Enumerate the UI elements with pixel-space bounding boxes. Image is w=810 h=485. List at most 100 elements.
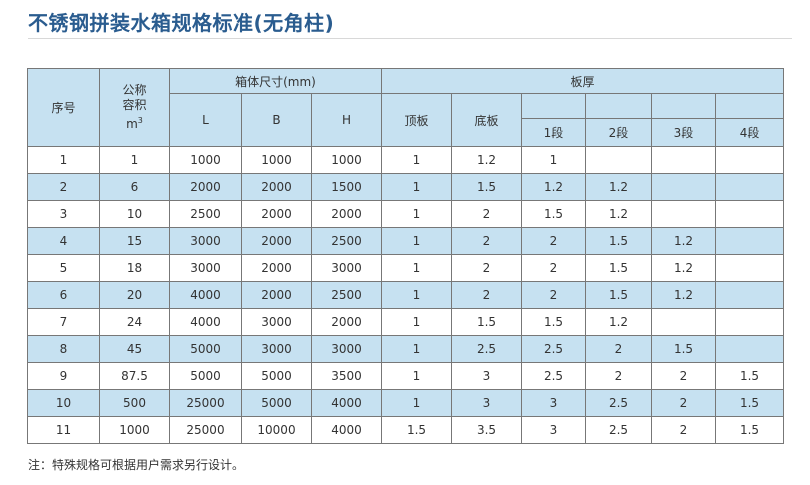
- cell-seq: 9: [27, 362, 100, 390]
- col-group-thickness: 板厚: [380, 68, 785, 94]
- cell-bottom-plate: 2: [451, 227, 522, 255]
- cell-L: 1000: [169, 146, 242, 174]
- cell-seq: 5: [27, 254, 100, 282]
- cell-top-plate: 1: [381, 362, 452, 390]
- cell-top-plate: 1: [381, 227, 452, 255]
- cell-H: 2500: [311, 281, 382, 309]
- cell-seg1: 1.5: [521, 308, 586, 336]
- cell-B: 2000: [241, 200, 312, 228]
- cell-L: 5000: [169, 362, 242, 390]
- table-row: 4 15 3000 2000 2500 1 2 2 1.5 1.2: [27, 227, 785, 255]
- blank-header-cell: [651, 93, 716, 119]
- cell-seg4: 1.5: [714, 362, 785, 390]
- cell-B: 2000: [241, 281, 312, 309]
- cell-seg3: [651, 146, 716, 174]
- cell-seg4: [714, 254, 785, 282]
- cell-H: 1500: [311, 173, 382, 201]
- cell-top-plate: 1: [381, 200, 452, 228]
- footnote: 注：特殊规格可根据用户需求另行设计。: [28, 458, 245, 472]
- cell-volume: 20: [99, 281, 170, 309]
- cell-seg2: 2: [585, 362, 652, 390]
- cell-L: 4000: [169, 281, 242, 309]
- cell-seg4: [714, 281, 785, 309]
- cell-L: 3000: [169, 254, 242, 282]
- cell-seg2: 1.2: [585, 200, 652, 228]
- cell-H: 2000: [311, 200, 382, 228]
- cell-volume: 18: [99, 254, 170, 282]
- cell-L: 25000: [169, 389, 242, 417]
- col-header-seg1: 1段: [521, 118, 586, 147]
- cell-bottom-plate: 2.5: [451, 335, 522, 363]
- cell-seg4: [714, 146, 785, 174]
- cell-seg2: 2: [585, 335, 652, 363]
- cell-L: 3000: [169, 227, 242, 255]
- col-header-B: B: [241, 93, 312, 147]
- cell-top-plate: 1.5: [381, 416, 452, 444]
- col-header-volume: 公称 容积 m3: [99, 68, 170, 147]
- volume-unit-base: m: [126, 117, 138, 131]
- table-row: 7 24 4000 3000 2000 1 1.5 1.5 1.2: [27, 308, 785, 336]
- cell-seg4: [714, 200, 785, 228]
- cell-seg2: 1.5: [585, 281, 652, 309]
- table-row: 9 87.5 5000 5000 3500 1 3 2.5 2 2 1.5: [27, 362, 785, 390]
- cell-H: 2000: [311, 308, 382, 336]
- cell-seq: 1: [27, 146, 100, 174]
- col-group-dimensions: 箱体尺寸(mm): [169, 68, 382, 94]
- cell-seq: 4: [27, 227, 100, 255]
- cell-B: 5000: [241, 362, 312, 390]
- cell-seg3: 2: [651, 416, 716, 444]
- cell-B: 2000: [241, 254, 312, 282]
- cell-seq: 6: [27, 281, 100, 309]
- cell-bottom-plate: 3: [451, 389, 522, 417]
- cell-seg4: [714, 173, 785, 201]
- spec-table: 序号 公称 容积 m3 箱体尺寸(mm) 板厚 L B H 顶板 底板 1段: [27, 68, 785, 444]
- cell-seg3: [651, 173, 716, 201]
- cell-H: 4000: [311, 416, 382, 444]
- cell-L: 25000: [169, 416, 242, 444]
- col-header-H: H: [311, 93, 382, 147]
- col-header-seq: 序号: [27, 68, 100, 147]
- cell-volume: 6: [99, 173, 170, 201]
- cell-seg2: 1.2: [585, 308, 652, 336]
- cell-seg1: 2.5: [521, 362, 586, 390]
- cell-seg4: [714, 335, 785, 363]
- table-row: 5 18 3000 2000 3000 1 2 2 1.5 1.2: [27, 254, 785, 282]
- cell-B: 2000: [241, 173, 312, 201]
- cell-seq: 7: [27, 308, 100, 336]
- cell-seg1: 2: [521, 254, 586, 282]
- volume-label-line1: 公称: [122, 83, 147, 97]
- cell-seg2: [585, 146, 652, 174]
- blank-header-cell: [714, 93, 785, 119]
- cell-top-plate: 1: [381, 281, 452, 309]
- col-header-seg2: 2段: [585, 118, 652, 147]
- cell-top-plate: 1: [381, 389, 452, 417]
- cell-L: 5000: [169, 335, 242, 363]
- cell-top-plate: 1: [381, 308, 452, 336]
- table-row: 6 20 4000 2000 2500 1 2 2 1.5 1.2: [27, 281, 785, 309]
- cell-H: 3000: [311, 254, 382, 282]
- cell-seg2: 2.5: [585, 416, 652, 444]
- cell-volume: 10: [99, 200, 170, 228]
- cell-L: 2500: [169, 200, 242, 228]
- header-row-1: 序号 公称 容积 m3 箱体尺寸(mm) 板厚: [27, 68, 785, 147]
- cell-seg4: 1.5: [714, 389, 785, 417]
- cell-seg3: 2: [651, 389, 716, 417]
- cell-L: 4000: [169, 308, 242, 336]
- cell-seg1: 1.2: [521, 173, 586, 201]
- table-row: 2 6 2000 2000 1500 1 1.5 1.2 1.2: [27, 173, 785, 201]
- cell-bottom-plate: 2: [451, 281, 522, 309]
- cell-seg3: 1.2: [651, 281, 716, 309]
- cell-seg1: 1.5: [521, 200, 586, 228]
- cell-H: 2500: [311, 227, 382, 255]
- cell-volume: 1000: [99, 416, 170, 444]
- table-row: 3 10 2500 2000 2000 1 2 1.5 1.2: [27, 200, 785, 228]
- title-divider: [28, 38, 792, 39]
- volume-label: 公称 容积 m3: [101, 83, 169, 132]
- cell-volume: 87.5: [99, 362, 170, 390]
- cell-seg4: [714, 308, 785, 336]
- cell-bottom-plate: 2: [451, 200, 522, 228]
- cell-bottom-plate: 1.2: [451, 146, 522, 174]
- cell-seg3: 1.2: [651, 254, 716, 282]
- cell-seg3: [651, 308, 716, 336]
- table-row: 1 1 1000 1000 1000 1 1.2 1: [27, 146, 785, 174]
